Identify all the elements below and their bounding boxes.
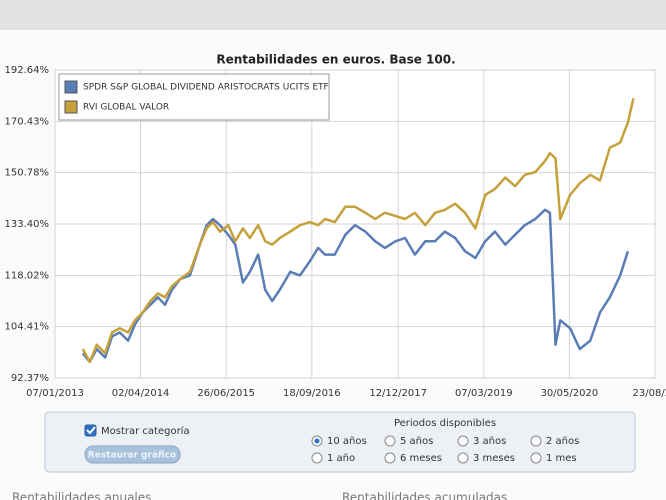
tab-label[interactable]: Rentabilidades anuales: [12, 491, 151, 500]
radio-label: 5 años: [400, 436, 433, 447]
y-tick-label: 192.64%: [5, 65, 50, 76]
legend-swatch: [64, 80, 78, 94]
x-tick-label: 02/04/2014: [112, 388, 170, 399]
x-tick-label: 12/12/2017: [369, 388, 427, 399]
radio-label: 10 años: [327, 436, 367, 447]
button[interactable]: [84, 445, 181, 464]
radio[interactable]: [384, 452, 396, 464]
radio-label: 3 años: [473, 436, 506, 447]
radio[interactable]: [384, 435, 396, 447]
legend-box: [58, 73, 330, 121]
legend-swatch: [64, 100, 78, 114]
radio[interactable]: [530, 435, 542, 447]
y-tick-label: 118.02%: [5, 270, 50, 281]
radio-dot: [314, 438, 320, 444]
series-line: [81, 208, 630, 364]
radio-label: 1 año: [327, 453, 355, 464]
radio[interactable]: [457, 435, 469, 447]
y-tick-label: 133.40%: [5, 219, 50, 230]
radio[interactable]: [311, 452, 323, 464]
x-tick-label: 07/03/2019: [455, 388, 513, 399]
legend-label: RVI GLOBAL VALOR: [83, 103, 169, 113]
y-tick-label: 170.43%: [5, 116, 50, 127]
radio-label: 1 mes: [546, 453, 577, 464]
periods-title: Periodos disponibles: [394, 418, 496, 429]
checkbox-label: Mostrar categoría: [101, 425, 190, 437]
radio-label: 2 años: [546, 436, 579, 447]
x-tick-label: 30/05/2020: [541, 388, 599, 399]
radio[interactable]: [457, 452, 469, 464]
x-tick-label: 26/06/2015: [197, 388, 255, 399]
radio[interactable]: [530, 452, 542, 464]
chart-title: Rentabilidades en euros. Base 100.: [216, 53, 455, 67]
series-line: [81, 98, 635, 364]
x-tick-label: 23/08/20: [633, 388, 666, 399]
x-tick-label: 18/09/2016: [283, 388, 341, 399]
checkbox-tick: [86, 426, 96, 435]
button-label: Restaurar gráfico: [88, 451, 176, 461]
radio-label: 3 meses: [473, 453, 515, 464]
top-bar: [0, 0, 666, 30]
controls-box: [44, 411, 636, 473]
tab-label[interactable]: Rentabilidades acumuladas: [342, 491, 507, 500]
radio-label: 6 meses: [400, 453, 442, 464]
y-tick-label: 150.78%: [5, 168, 50, 179]
x-tick-label: 07/01/2013: [26, 388, 84, 399]
y-tick-label: 104.41%: [5, 322, 50, 333]
legend-label: SPDR S&P GLOBAL DIVIDEND ARISTOCRATS UCI…: [83, 83, 329, 93]
y-tick-label: 92.37%: [11, 373, 49, 384]
